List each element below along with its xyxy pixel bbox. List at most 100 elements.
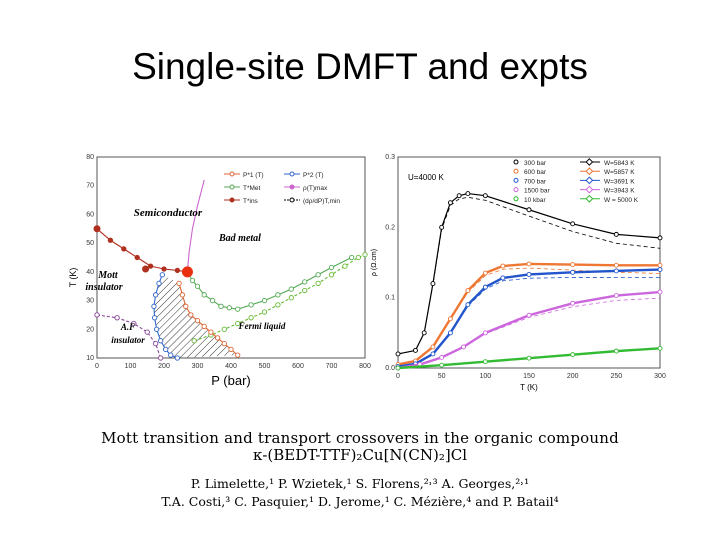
data-point xyxy=(151,315,158,321)
data-point xyxy=(482,359,488,365)
x-tick-label: 200 xyxy=(567,373,579,380)
slide-title: Single-site DMFT and expts xyxy=(132,46,588,87)
annotation: U=4000 K xyxy=(408,173,444,182)
data-point xyxy=(261,297,268,304)
data-point xyxy=(500,263,506,269)
data-point xyxy=(168,352,174,358)
data-point xyxy=(328,272,335,278)
data-point xyxy=(613,268,619,274)
data-point xyxy=(613,293,619,299)
legend-marker xyxy=(229,171,235,177)
legend-label: W = 5000 K xyxy=(604,197,639,204)
reference-title-line2: κ-(BEDT-TTF)₂Cu[N(CN)₂]Cl xyxy=(252,446,468,464)
y-tick-label: 0.1 xyxy=(385,295,395,302)
data-point xyxy=(147,263,154,269)
data-point xyxy=(570,262,576,268)
data-point xyxy=(153,326,160,332)
data-point xyxy=(482,270,488,276)
x-tick-label: 0 xyxy=(95,363,99,370)
y-tick-label: 80 xyxy=(86,154,94,161)
x-tick-label: 300 xyxy=(192,363,204,370)
data-point xyxy=(208,329,214,335)
data-point xyxy=(657,262,663,268)
data-point xyxy=(613,348,619,354)
data-point xyxy=(657,267,663,272)
data-point xyxy=(570,269,576,275)
data-point xyxy=(188,312,194,318)
legend-marker xyxy=(513,196,519,202)
data-point xyxy=(302,279,308,285)
data-point xyxy=(228,346,234,353)
data-point xyxy=(315,280,321,286)
data-point xyxy=(526,312,532,318)
legend-label: T*Met xyxy=(243,185,261,192)
data-point xyxy=(430,344,436,350)
data-point xyxy=(218,303,224,309)
legend-label: W=5857 K xyxy=(604,169,635,176)
reference-authors-line2: T.A. Costi,³ C. Pasquier,¹ D. Jerome,¹ C… xyxy=(161,494,559,509)
legend-label: W=3691 K xyxy=(604,178,635,185)
x-tick-label: 0 xyxy=(396,373,400,380)
series-line xyxy=(193,254,366,342)
reference-title-line1: Mott transition and transport crossovers… xyxy=(101,429,619,447)
legend-label: 300 bar xyxy=(524,160,547,167)
data-point xyxy=(482,284,488,290)
legend-label: 700 bar xyxy=(524,178,547,185)
data-point xyxy=(248,302,254,308)
data-point xyxy=(421,330,427,336)
data-point xyxy=(430,351,436,357)
data-point xyxy=(176,280,182,286)
region-label: Semiconductor xyxy=(134,207,203,219)
y-tick-label: 0.2 xyxy=(385,224,395,231)
data-point xyxy=(248,315,254,321)
data-point xyxy=(131,320,137,327)
data-point xyxy=(456,193,462,199)
data-point xyxy=(134,254,140,261)
data-point xyxy=(613,262,619,268)
data-point xyxy=(288,286,294,292)
x-axis-label: P (bar) xyxy=(211,373,251,388)
legend-label: ρ(T)max xyxy=(303,185,328,192)
data-point xyxy=(221,326,227,332)
y-tick-label: 30 xyxy=(86,298,94,305)
data-point xyxy=(526,261,532,267)
data-point xyxy=(413,347,418,353)
legend-label: P*2 (T) xyxy=(303,172,324,179)
data-point xyxy=(144,329,150,335)
data-point xyxy=(191,338,197,344)
series-line xyxy=(186,179,205,272)
data-point xyxy=(107,237,114,243)
data-point xyxy=(500,275,506,281)
data-point xyxy=(315,272,321,278)
legend-label: W=5843 K xyxy=(604,160,635,167)
x-tick-label: 250 xyxy=(610,373,622,380)
data-point xyxy=(235,352,241,358)
legend-marker xyxy=(289,184,295,190)
legend-label: 10 kbar xyxy=(524,197,547,204)
x-tick-label: 300 xyxy=(654,373,666,380)
data-point xyxy=(613,231,619,237)
x-tick-label: 600 xyxy=(292,363,304,370)
data-point xyxy=(275,302,281,308)
legend-marker xyxy=(289,171,295,177)
critical-point xyxy=(181,266,193,278)
data-point xyxy=(526,355,532,361)
data-point xyxy=(174,355,181,361)
legend-marker xyxy=(585,185,594,194)
data-point xyxy=(395,365,401,371)
plot-frame xyxy=(96,156,366,359)
data-point xyxy=(526,272,532,277)
region-label: Fermi liquid xyxy=(238,321,286,331)
y-tick-label: 0.0 xyxy=(385,365,395,372)
region-label: A.F xyxy=(120,322,135,332)
data-point xyxy=(465,191,471,197)
data-point xyxy=(235,320,241,327)
legend-marker xyxy=(513,177,519,183)
data-point xyxy=(214,335,221,341)
data-point xyxy=(657,345,663,351)
data-point xyxy=(302,287,308,294)
x-tick-label: 100 xyxy=(479,373,491,380)
data-point xyxy=(157,338,164,344)
data-point xyxy=(121,246,127,252)
